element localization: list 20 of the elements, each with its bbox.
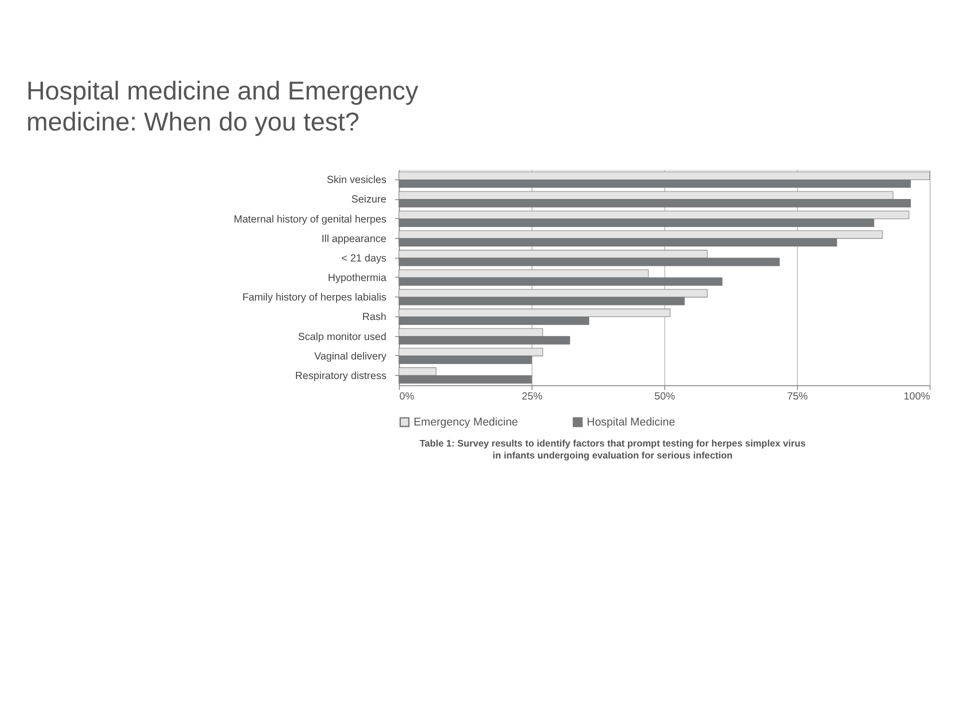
y-tick-label: Seizure — [351, 194, 387, 206]
x-tick-label: 25% — [522, 392, 542, 403]
caption: Table 1: Survey results to identify factors that prompt testing for herpes simplex virus in infants undergoing evaluation for serious infection — [420, 438, 806, 462]
y-tick-label: < 21 days — [341, 253, 386, 264]
x-tick-label: 75% — [787, 392, 808, 403]
legend-label: Hospital Medicine — [586, 416, 676, 429]
y-tick-label: Family history of herpes labialis — [242, 292, 386, 304]
y-tick-label: Vaginal delivery — [314, 351, 388, 362]
y-tick-label: Hypothermia — [328, 273, 387, 284]
x-tick-label: 100% — [904, 392, 930, 403]
legend-label: Emergency Medicine — [414, 416, 518, 429]
x-tick-label: 50% — [654, 392, 676, 403]
y-tick-label: Rash — [362, 312, 387, 324]
chart-title: Hospital medicine and Emergency medicine: When do you test? — [26, 77, 418, 136]
y-tick-label: Ill appearance — [322, 234, 387, 245]
y-tick-label: Scalp monitor used — [298, 332, 387, 343]
y-tick-label: Maternal history of genital herpes — [234, 214, 386, 226]
y-tick-label: Skin vesicles — [326, 175, 386, 186]
x-tick-label: 0% — [399, 392, 414, 403]
y-tick-label: Respiratory distress — [295, 370, 386, 382]
